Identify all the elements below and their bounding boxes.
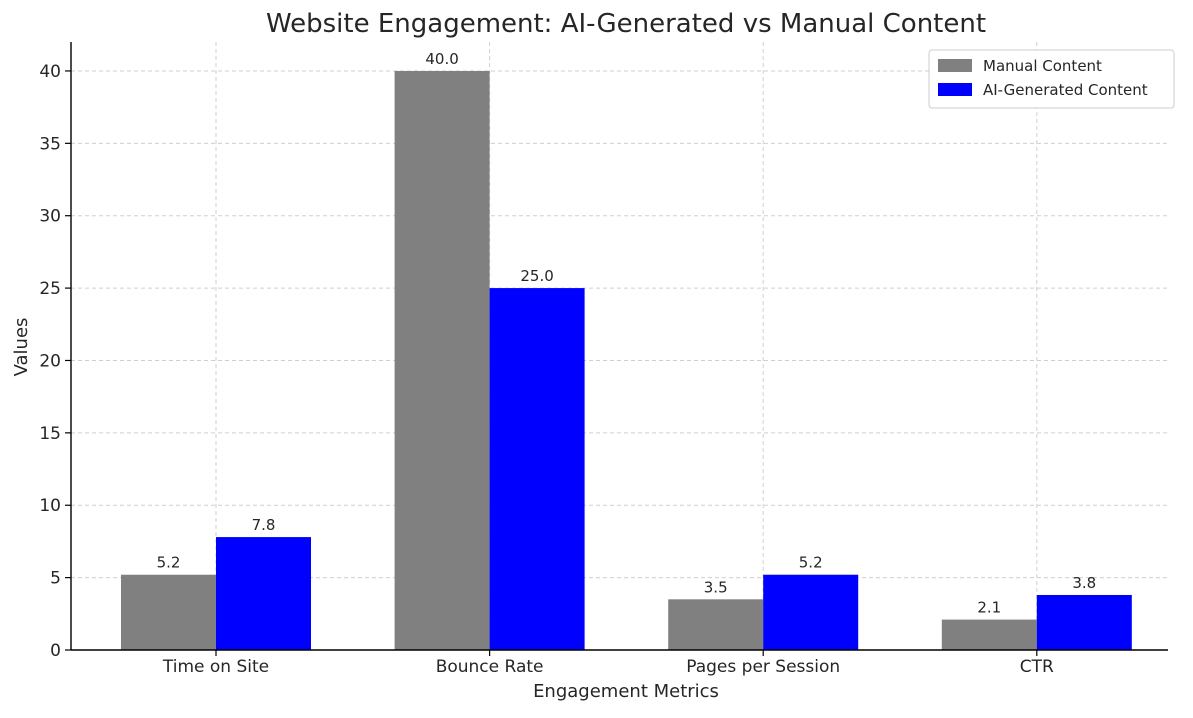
bar-value-label: 5.2 <box>157 554 181 572</box>
y-tick-label: 15 <box>39 424 61 444</box>
bar-value-label: 3.8 <box>1072 574 1096 592</box>
legend-label-manual: Manual Content <box>983 57 1102 75</box>
legend-swatch-ai <box>938 83 972 96</box>
bar-value-label: 7.8 <box>252 516 276 534</box>
grid-layer <box>71 42 1168 650</box>
y-tick-label: 40 <box>39 62 61 82</box>
x-axis-label: Engagement Metrics <box>533 681 719 702</box>
legend: Manual Content AI-Generated Content <box>928 49 1175 109</box>
legend-label-ai: AI-Generated Content <box>983 81 1148 99</box>
bar-value-label: 5.2 <box>799 554 823 572</box>
bar-manual-0 <box>121 574 216 650</box>
y-tick-label: 25 <box>39 279 61 299</box>
x-tick-label: CTR <box>1020 657 1054 677</box>
x-tick-label: Bounce Rate <box>436 657 544 677</box>
bars-layer <box>121 70 1132 650</box>
y-tick-label: 10 <box>39 496 61 516</box>
bar-manual-2 <box>668 599 764 650</box>
bar-ai-3 <box>1036 594 1132 650</box>
y-axis-label: Values <box>11 318 32 377</box>
bar-value-label: 40.0 <box>425 50 458 68</box>
bar-ai-2 <box>763 574 859 650</box>
bar-ai-1 <box>489 288 585 650</box>
bar-value-label: 25.0 <box>520 267 553 285</box>
bar-value-label: 3.5 <box>704 578 728 596</box>
x-tick-label: Time on Site <box>162 657 269 677</box>
chart-title: Website Engagement: AI-Generated vs Manu… <box>266 9 986 39</box>
bar-manual-3 <box>941 619 1037 650</box>
y-tick-label: 5 <box>50 569 61 589</box>
x-tick-label: Pages per Session <box>686 657 840 677</box>
bar-ai-0 <box>216 537 311 650</box>
bar-value-label: 2.1 <box>977 599 1001 617</box>
y-tick-label: 35 <box>39 134 61 154</box>
y-tick-label: 20 <box>39 351 61 371</box>
y-tick-label: 0 <box>50 641 61 661</box>
y-tick-label: 30 <box>39 207 61 227</box>
legend-frame <box>928 49 1175 109</box>
legend-swatch-manual <box>938 59 972 72</box>
x-ticks: Time on Site Bounce Rate Pages per Session… <box>162 650 1054 677</box>
bar-value-labels: 5.2 40.0 3.5 2.1 7.8 25.0 5.2 3.8 <box>157 50 1097 617</box>
y-ticks: 0 5 10 15 20 25 30 35 40 <box>39 62 71 661</box>
bar-manual-1 <box>394 70 490 650</box>
